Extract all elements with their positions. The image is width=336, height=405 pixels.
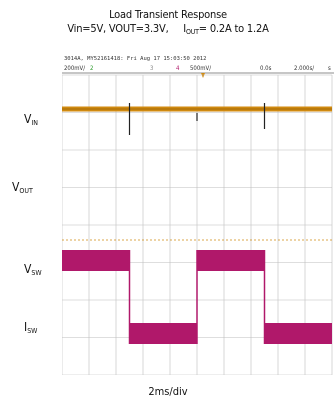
x-axis-label: 2ms/div (148, 385, 188, 398)
label-vin-main: V (24, 112, 32, 126)
label-isw-main: I (24, 320, 28, 334)
switching-envelope-block (197, 250, 265, 271)
time-offset: 0.0s (260, 65, 272, 72)
switching-envelope-block (129, 323, 197, 344)
chart-title: Load Transient Response (109, 8, 227, 21)
ch1-scale: 200mV/ (64, 65, 85, 72)
label-vin: VIN (24, 112, 38, 127)
label-vsw-main: V (24, 262, 32, 276)
scope-info-text: 3014A, MY52161418: Fri Aug 17 15:03:50 2… (64, 56, 206, 62)
ch4-label: 4 (176, 65, 180, 72)
chart-subtitle: Vin=5V, VOUT=3.3V, IOUT= 0.2A to 1.2A (0, 22, 336, 36)
trigger-indicator: s (328, 65, 331, 72)
label-vin-sub: IN (31, 119, 38, 127)
switching-envelope-block (264, 323, 332, 344)
ch3-label: 3 (150, 65, 153, 72)
label-vsw: VSW (24, 262, 42, 277)
subtitle-suffix: = 0.2A to 1.2A (198, 22, 269, 35)
subtitle-current-symbol: I (183, 22, 186, 35)
label-vout-sub: OUT (19, 187, 33, 195)
label-vout-main: V (12, 180, 20, 194)
ch4-scale: 500mV/ (190, 65, 211, 72)
subtitle-prefix: Vin=5V, VOUT=3.3V, (67, 22, 169, 35)
time-scale: 2.000s/ (294, 65, 314, 72)
label-vsw-sub: SW (31, 269, 42, 277)
subtitle-current-subscript: OUT (185, 28, 199, 36)
label-vout: VOUT (12, 180, 33, 195)
oscilloscope-plot: 3014A, MY52161418: Fri Aug 17 15:03:50 2… (62, 45, 334, 375)
label-isw-sub: SW (27, 327, 38, 335)
switching-envelope-block (62, 250, 130, 271)
trigger-marker-icon (201, 73, 205, 78)
ch2-label: 2 (90, 65, 93, 72)
scope-traces (62, 103, 332, 344)
label-isw: ISW (24, 320, 37, 335)
